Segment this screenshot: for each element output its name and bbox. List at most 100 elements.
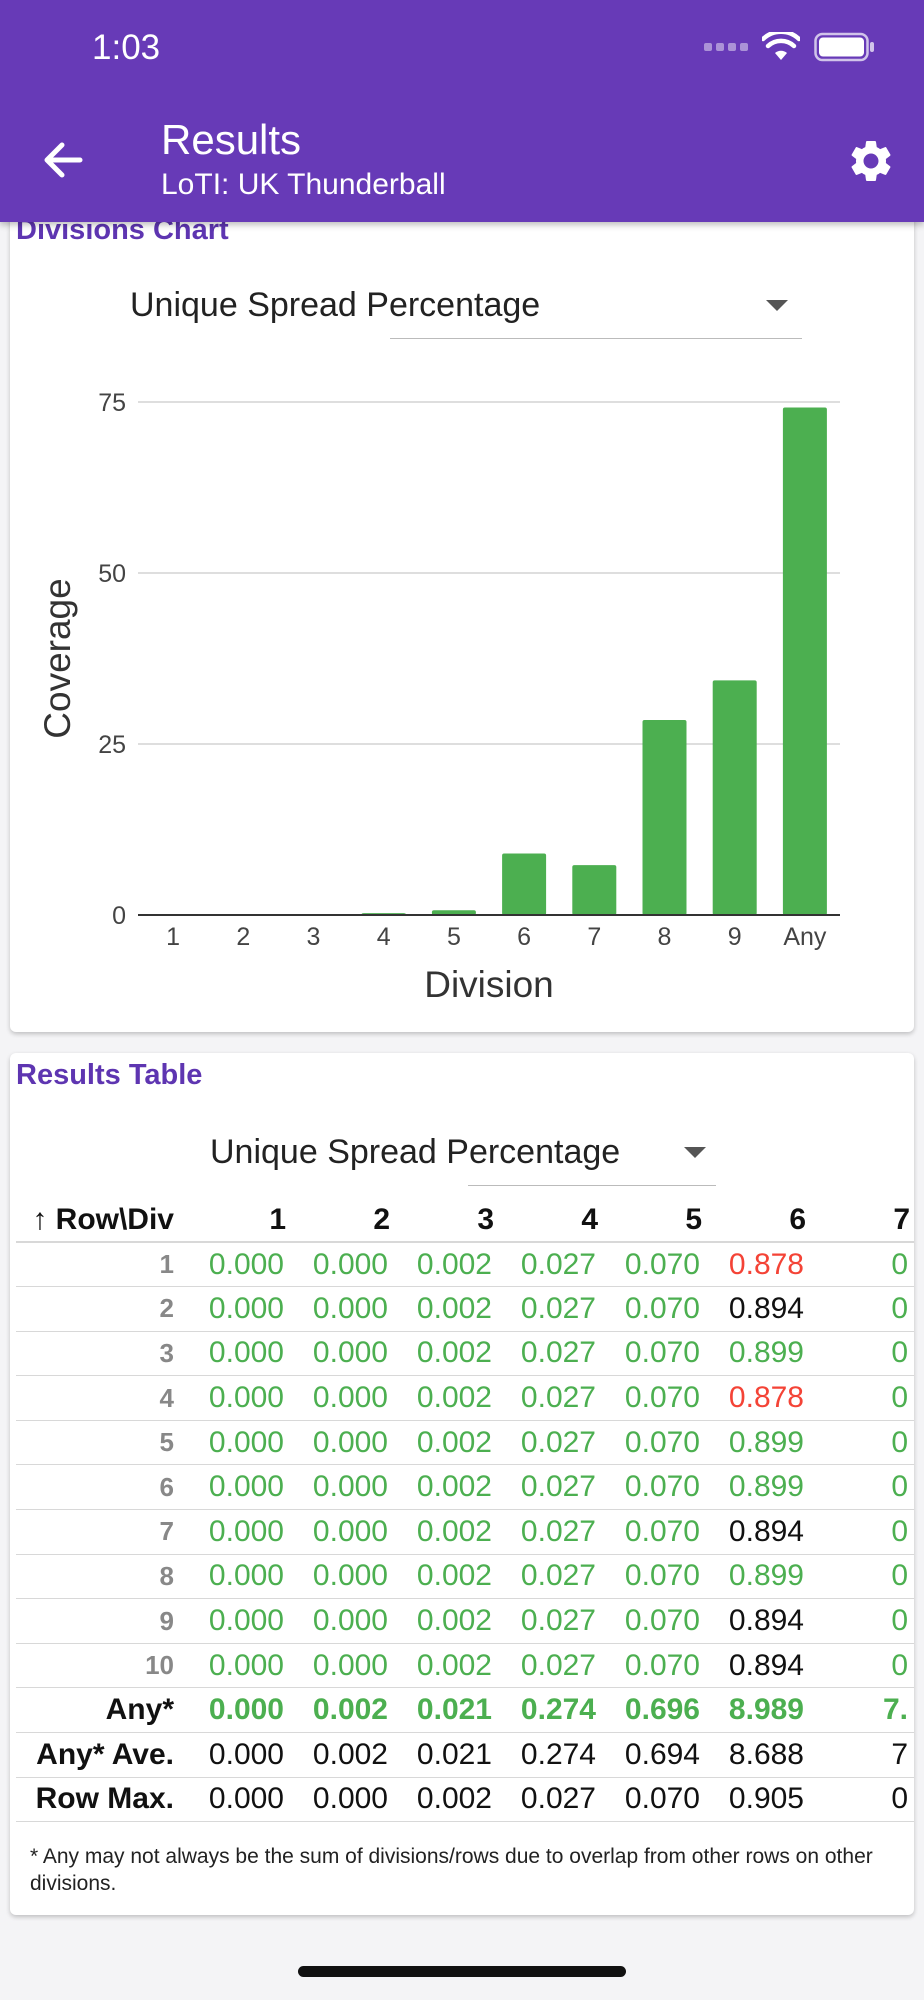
column-header[interactable]: 2 xyxy=(290,1198,394,1243)
sort-header-row-div[interactable]: ↑ Row\Div xyxy=(16,1198,186,1243)
table-row: 3 0.000 0.000 0.002 0.027 0.070 0.899 0 xyxy=(16,1331,914,1377)
chart-bar xyxy=(642,720,687,915)
table-cell: 0.000 xyxy=(290,1331,394,1377)
results-table-scroll[interactable]: ↑ Row\Div 1 2 3 4 5 6 7 1 0.000 0.000 0.002 0.027 0.… xyxy=(16,1198,914,1823)
table-cell: 0 xyxy=(810,1509,914,1555)
table-cell: 0 xyxy=(810,1464,914,1511)
table-cell: 8.688 xyxy=(706,1732,810,1778)
x-tick-label: 4 xyxy=(377,923,391,951)
table-cell: 0.070 xyxy=(602,1331,706,1377)
table-cell: 7 xyxy=(810,1732,914,1778)
status-icons xyxy=(704,32,876,62)
x-axis-title: Division xyxy=(424,964,554,1005)
chart-bar xyxy=(712,680,757,915)
table-cell: 0.000 xyxy=(186,1554,290,1600)
y-axis-title: Coverage xyxy=(37,578,78,738)
table-cell: 0.905 xyxy=(706,1777,810,1823)
table-cell: 0.696 xyxy=(602,1687,706,1734)
column-header[interactable]: 7 xyxy=(810,1198,914,1243)
table-cell: 0 xyxy=(810,1420,914,1466)
row-label: 5 xyxy=(16,1420,186,1466)
column-header[interactable]: 1 xyxy=(186,1198,290,1243)
table-row: 2 0.000 0.000 0.002 0.027 0.070 0.894 0 xyxy=(16,1286,914,1332)
table-cell: 7. xyxy=(810,1687,914,1734)
column-header[interactable]: 5 xyxy=(602,1198,706,1243)
table-cell: 0.000 xyxy=(290,1509,394,1555)
table-cell: 0.899 xyxy=(706,1420,810,1466)
page-subtitle: LoTI: UK Thunderball xyxy=(161,168,446,201)
row-label: 1 xyxy=(16,1242,186,1288)
table-metric-dropdown[interactable]: Unique Spread Percentage xyxy=(210,1121,716,1183)
table-row: 10 0.000 0.000 0.002 0.027 0.070 0.894 0 xyxy=(16,1643,914,1689)
table-cell: 0.000 xyxy=(186,1732,290,1778)
results-table-card: Results Table Unique Spread Percentage ↑… xyxy=(10,1053,914,1915)
summary-row: Any* 0.000 0.002 0.021 0.274 0.696 8.989 7. xyxy=(16,1687,914,1734)
table-cell: 0.027 xyxy=(498,1375,602,1421)
table-cell: 0.021 xyxy=(394,1687,498,1734)
row-label: 4 xyxy=(16,1375,186,1421)
column-header[interactable]: 3 xyxy=(394,1198,498,1243)
table-cell: 0.070 xyxy=(602,1554,706,1600)
table-cell: 0.899 xyxy=(706,1554,810,1600)
column-header[interactable]: 4 xyxy=(498,1198,602,1243)
table-cell: 0.002 xyxy=(394,1242,498,1288)
table-cell: 0.070 xyxy=(602,1643,706,1689)
chart-bar xyxy=(431,910,476,915)
divisions-bar-chart: 0 25 50 75 1 2 3 4 5 6 7 8 9 Any Division Coverage xyxy=(37,389,840,1005)
x-tick-label: 1 xyxy=(166,923,180,951)
column-header[interactable]: 6 xyxy=(706,1198,810,1243)
gear-icon[interactable] xyxy=(846,136,896,186)
table-cell: 0 xyxy=(810,1331,914,1377)
table-cell: 0.000 xyxy=(186,1598,290,1644)
row-label: 6 xyxy=(16,1464,186,1511)
results-table: ↑ Row\Div 1 2 3 4 5 6 7 1 0.000 0.000 0.002 0.027 0.… xyxy=(16,1198,914,1823)
summary-row: Row Max. 0.000 0.000 0.002 0.027 0.070 0.905 0 xyxy=(16,1777,914,1823)
table-cell: 0.694 xyxy=(602,1732,706,1778)
chevron-down-icon xyxy=(684,1147,706,1158)
table-cell: 0.021 xyxy=(394,1732,498,1778)
table-cell: 0.878 xyxy=(706,1242,810,1288)
x-tick-label: 7 xyxy=(587,923,601,951)
y-tick-label: 50 xyxy=(98,560,126,588)
summary-row: Any* Ave. 0.000 0.002 0.021 0.274 0.694 8.688 7 xyxy=(16,1732,914,1778)
table-cell: 0.027 xyxy=(498,1777,602,1823)
table-row: 4 0.000 0.000 0.002 0.027 0.070 0.878 0 xyxy=(16,1375,914,1421)
table-cell: 0.002 xyxy=(394,1331,498,1377)
table-cell: 0.002 xyxy=(394,1509,498,1555)
page-title: Results xyxy=(161,116,302,163)
row-label: 3 xyxy=(16,1331,186,1377)
table-dropdown-underline xyxy=(468,1185,716,1186)
table-cell: 0.000 xyxy=(290,1242,394,1288)
table-cell: 0.002 xyxy=(394,1420,498,1466)
table-cell: 0 xyxy=(810,1643,914,1689)
back-arrow-icon[interactable] xyxy=(36,132,92,188)
table-cell: 0.070 xyxy=(602,1464,706,1511)
table-cell: 0.000 xyxy=(186,1643,290,1689)
table-cell: 0 xyxy=(810,1286,914,1332)
chevron-down-icon xyxy=(766,300,788,311)
chart-bar xyxy=(502,853,547,915)
row-label: 2 xyxy=(16,1286,186,1332)
table-cell: 0.899 xyxy=(706,1464,810,1511)
x-tick-label: 9 xyxy=(728,923,742,951)
row-label: 8 xyxy=(16,1554,186,1600)
table-cell: 0.002 xyxy=(394,1777,498,1823)
table-cell: 0.027 xyxy=(498,1286,602,1332)
table-cell: 0.000 xyxy=(186,1777,290,1823)
table-dropdown-value: Unique Spread Percentage xyxy=(210,1132,621,1171)
chart-dropdown-value: Unique Spread Percentage xyxy=(130,285,541,324)
table-cell: 0.878 xyxy=(706,1375,810,1421)
table-cell: 0.000 xyxy=(290,1286,394,1332)
row-label: 9 xyxy=(16,1598,186,1644)
table-cell: 0.899 xyxy=(706,1331,810,1377)
table-cell: 0 xyxy=(810,1242,914,1288)
chart-metric-dropdown[interactable]: Unique Spread Percentage xyxy=(130,274,802,336)
table-cell: 0.000 xyxy=(186,1375,290,1421)
table-cell: 0.000 xyxy=(290,1375,394,1421)
y-tick-label: 75 xyxy=(98,389,126,417)
row-label: Row Max. xyxy=(16,1777,186,1823)
status-time: 1:03 xyxy=(92,28,161,67)
chart-bar xyxy=(782,407,827,915)
y-tick-label: 0 xyxy=(112,902,126,930)
table-cell: 0.000 xyxy=(290,1420,394,1466)
